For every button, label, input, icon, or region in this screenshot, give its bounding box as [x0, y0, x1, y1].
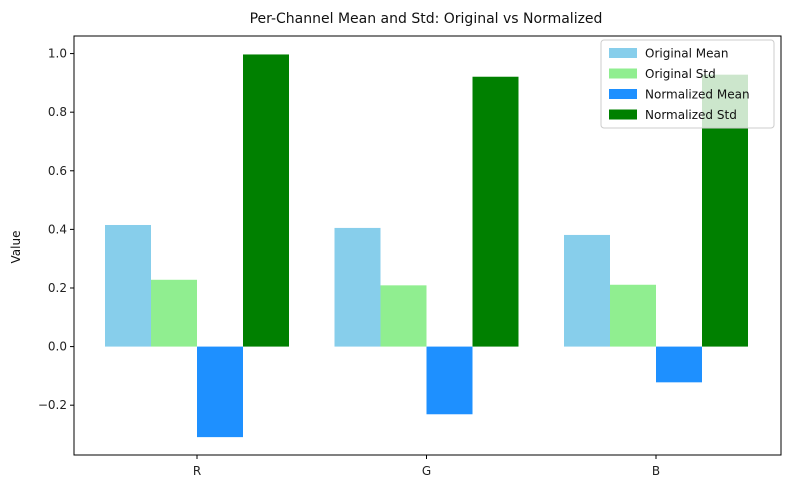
y-axis-label: Value	[9, 231, 23, 264]
legend-label-normalized-mean: Normalized Mean	[645, 88, 750, 102]
x-tick-label-r: R	[193, 464, 201, 478]
y-tick-label: 0.2	[48, 281, 67, 295]
y-axis: −0.2 0.0 0.2 0.4 0.6 0.8 1.0	[38, 47, 74, 412]
bar-r-normalized-std	[243, 54, 289, 347]
legend-swatch-normalized-mean	[609, 89, 637, 99]
y-tick-label: 0.6	[48, 164, 67, 178]
bar-g-original-std	[380, 285, 427, 347]
bar-g-normalized-std	[472, 76, 519, 347]
legend-label-normalized-std: Normalized Std	[645, 108, 737, 122]
chart-title: Per-Channel Mean and Std: Original vs No…	[250, 11, 603, 27]
bar-b-original-std	[610, 284, 656, 347]
plot-frame	[73, 35, 782, 456]
bar-g-normalized-mean	[426, 346, 473, 415]
legend-label-original-mean: Original Mean	[645, 47, 728, 61]
bars-layer	[105, 54, 748, 438]
legend-swatch-normalized-std	[609, 109, 637, 120]
legend-label-original-std: Original Std	[645, 67, 716, 81]
y-tick-label: −0.2	[38, 398, 67, 412]
y-tick-label: 0.8	[48, 105, 67, 119]
legend-swatch-original-std	[609, 68, 637, 79]
y-tick-label: 1.0	[48, 47, 67, 61]
bar-b-original-mean	[564, 234, 610, 347]
y-tick-label: 0.4	[48, 222, 67, 236]
legend-swatch-original-mean	[609, 48, 637, 58]
bar-b-normalized-mean	[656, 346, 702, 383]
bar-r-original-mean	[105, 224, 151, 347]
bar-r-normalized-mean	[197, 346, 243, 438]
bar-r-original-std	[151, 279, 197, 347]
x-tick-label-g: G	[422, 464, 431, 478]
legend-box	[600, 39, 775, 129]
y-tick-label: 0.0	[48, 340, 67, 354]
bar-g-original-mean	[334, 227, 381, 347]
x-tick-label-b: B	[652, 464, 660, 478]
legend: Original Mean Original Std Normalized Mean…	[600, 39, 775, 129]
